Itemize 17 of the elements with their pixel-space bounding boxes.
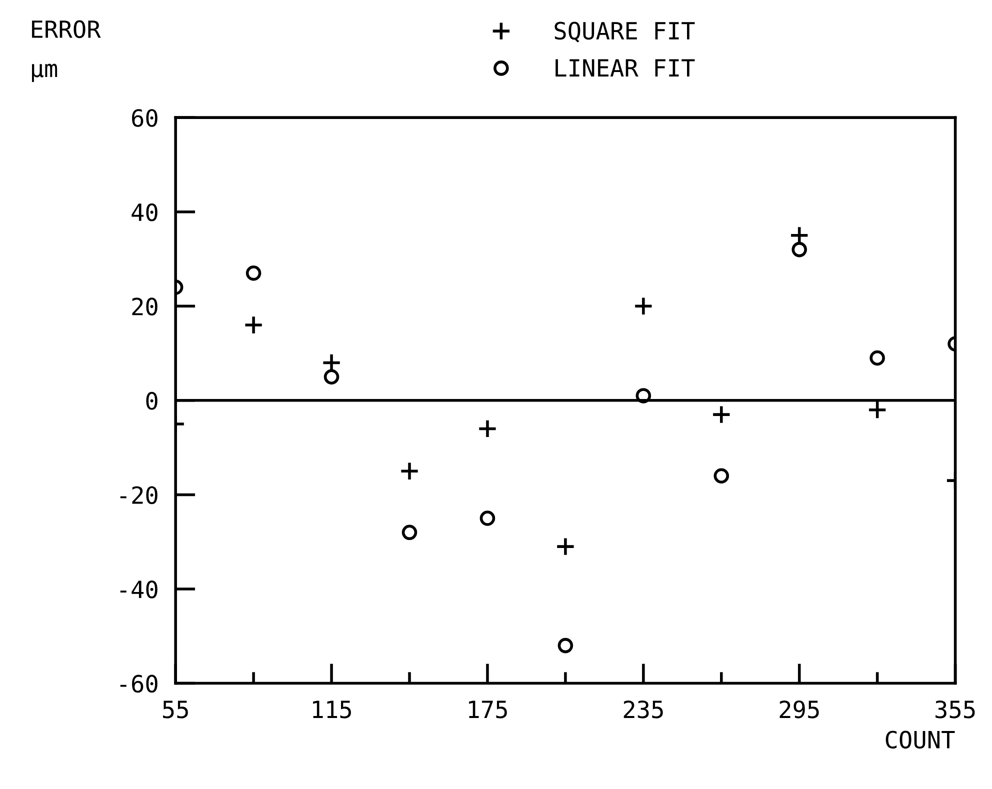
x-tick-label: 355 xyxy=(936,700,975,718)
y-tick-label: -60 xyxy=(120,674,158,693)
x-tick-label: 55 xyxy=(163,700,188,718)
y-tick-label: 20 xyxy=(132,298,158,316)
y-tick-label: 0 xyxy=(146,392,158,410)
x-axis-title: COUNT xyxy=(886,730,955,749)
legend-label: LINEAR FIT xyxy=(556,59,695,76)
x-tick-label: 295 xyxy=(780,700,819,718)
x-tick-label: 235 xyxy=(624,700,663,718)
y-tick-label: -40 xyxy=(120,580,158,598)
y-tick-label: 60 xyxy=(132,109,158,127)
x-tick-label: 175 xyxy=(468,700,507,718)
y-axis-title: ERROR μm xyxy=(32,20,101,82)
y-tick-label: -20 xyxy=(120,486,158,504)
x-tick-label: 115 xyxy=(313,700,351,718)
legend-label: SQUARE FIT xyxy=(554,22,695,42)
y-tick-label: 40 xyxy=(132,203,158,222)
